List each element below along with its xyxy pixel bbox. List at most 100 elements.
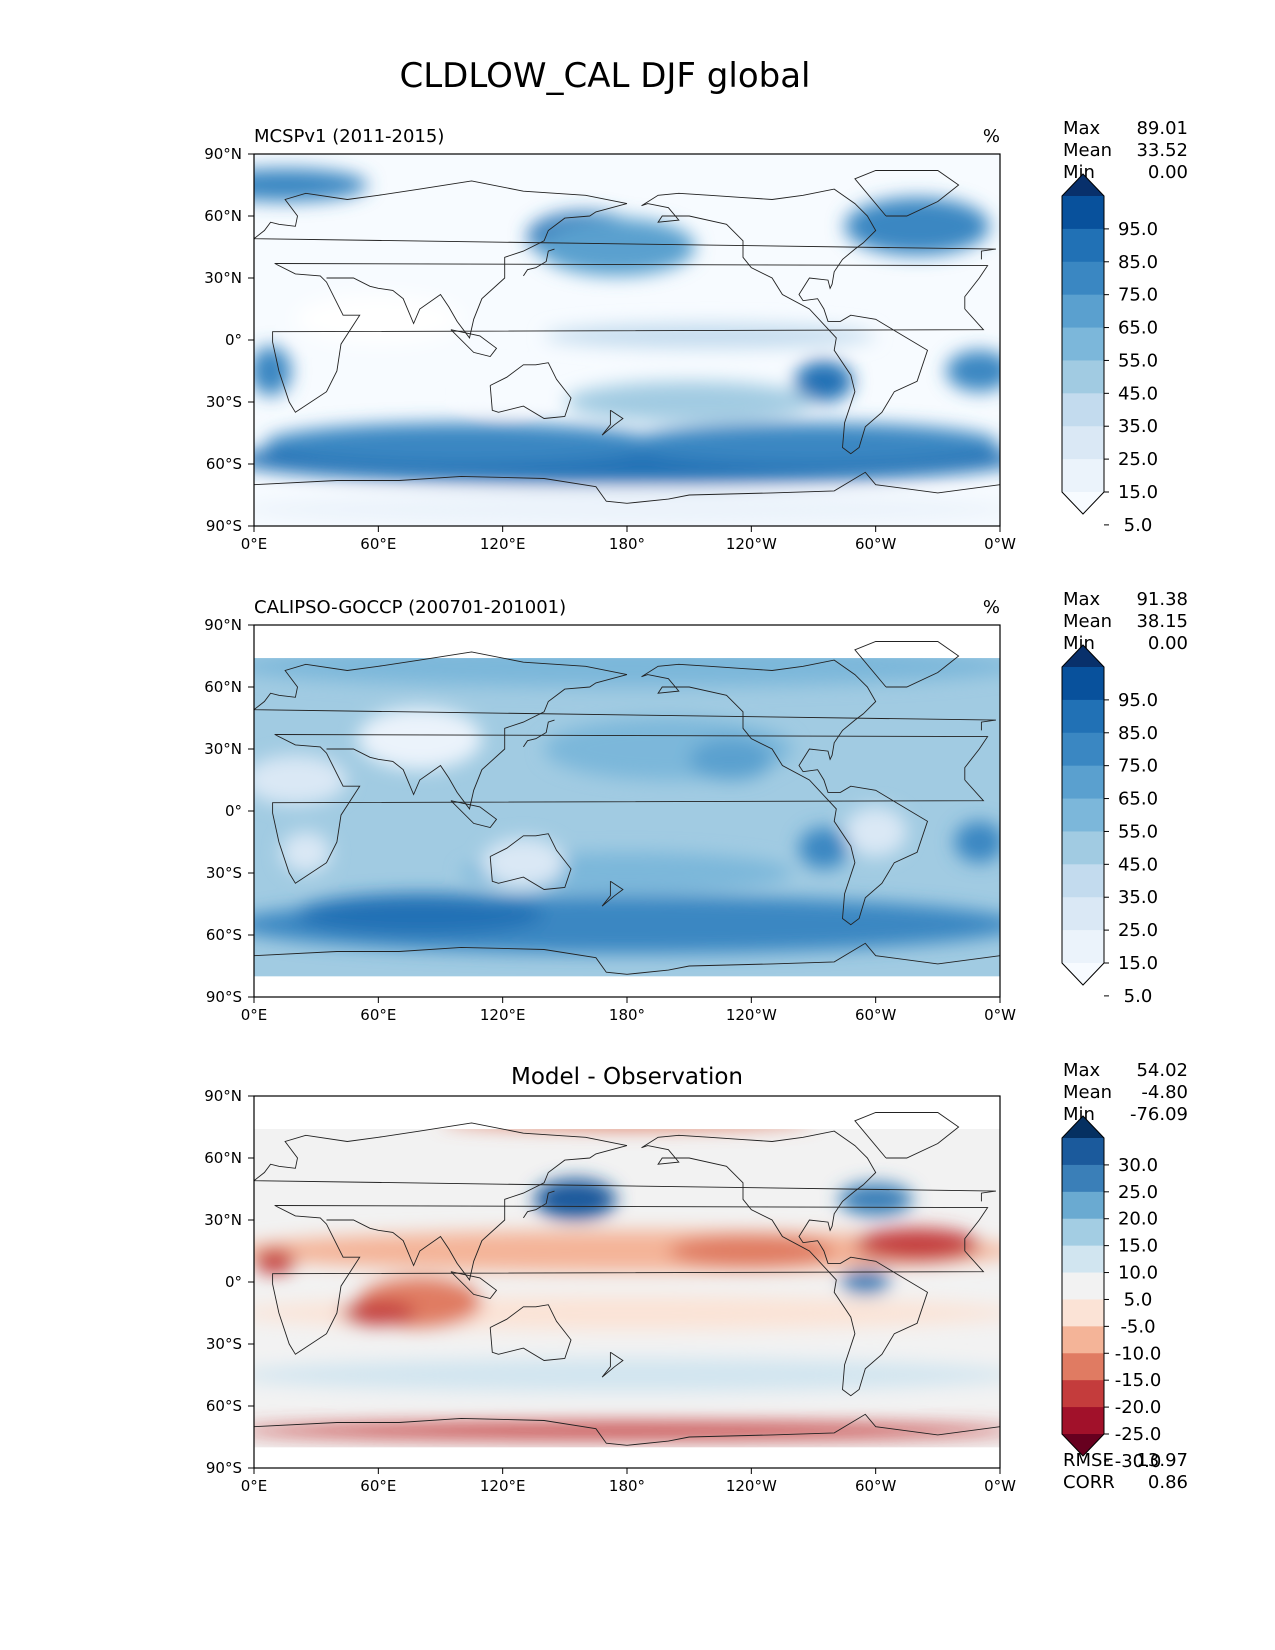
lon-tick-label: 0°W xyxy=(984,1006,1016,1024)
coastlines xyxy=(254,641,1000,975)
colorbar-segment xyxy=(1062,1218,1104,1247)
colorbar-segment xyxy=(1062,196,1104,230)
field-region xyxy=(254,1230,1000,1272)
lat-tick-label: 0° xyxy=(225,1273,242,1291)
field-region xyxy=(254,755,348,805)
coastline xyxy=(254,471,1000,504)
map-frame xyxy=(253,1095,1001,1469)
coastline xyxy=(254,180,996,260)
coastline xyxy=(450,329,498,358)
field-region xyxy=(854,1228,980,1262)
colorbar-tick-label: 5.0 xyxy=(1124,1289,1153,1310)
field-region xyxy=(254,168,368,202)
no-data-band xyxy=(254,1096,1000,1130)
lat-tick-label: 90°S xyxy=(206,1459,242,1477)
field-region xyxy=(254,1248,296,1274)
field-region xyxy=(357,1277,482,1328)
coastline xyxy=(326,1145,628,1281)
lon-tick-label: 0°E xyxy=(241,535,268,553)
field-region xyxy=(254,895,1000,954)
lon-tick-label: 60°W xyxy=(855,535,897,553)
field-region xyxy=(357,707,482,770)
field-region xyxy=(465,371,540,413)
field-region xyxy=(481,837,565,888)
map-background xyxy=(254,625,1000,997)
colorbar-outline xyxy=(1061,173,1105,515)
field-region xyxy=(668,1234,835,1268)
coastline xyxy=(523,248,555,277)
lon-tick-label: 60°E xyxy=(360,1006,396,1024)
field-region xyxy=(254,1296,1000,1330)
lat-tick-label: 30°N xyxy=(204,740,242,758)
field-region xyxy=(798,827,849,869)
coastline xyxy=(641,1130,929,1397)
no-data-band xyxy=(254,1447,1000,1468)
stat-label: Max xyxy=(1063,589,1101,610)
map-background xyxy=(254,1096,1000,1468)
bottom-stat-value: 13.97 xyxy=(1136,1450,1188,1471)
stat-value: 38.15 xyxy=(1136,611,1188,632)
field-region xyxy=(254,645,1000,687)
colorbar-tick-label: 65.0 xyxy=(1118,789,1158,810)
colorbar-tick-label: 25.0 xyxy=(1118,449,1158,470)
stat-label: Min xyxy=(1063,162,1095,183)
colorbar-tick-label: 20.0 xyxy=(1118,1209,1158,1230)
colorbar-segment xyxy=(1062,667,1104,701)
colorbar-tick-label: -25.0 xyxy=(1115,1424,1162,1445)
colorbar-tick-label: 65.0 xyxy=(1118,318,1158,339)
colorbar-tick-label: 25.0 xyxy=(1118,920,1158,941)
lat-tick-label: 60°S xyxy=(206,1397,242,1415)
colorbar-tick-label: 35.0 xyxy=(1118,416,1158,437)
map-field xyxy=(254,1096,1000,1468)
panel-label: MCSPv1 (2011-2015) xyxy=(254,126,444,147)
colorbar-segment xyxy=(1062,1191,1104,1220)
colorbar-tick-label: -15.0 xyxy=(1115,1370,1162,1391)
colorbar-tick-label: 15.0 xyxy=(1118,953,1158,974)
colorbar-tick-label: 75.0 xyxy=(1118,756,1158,777)
field-region xyxy=(533,1178,617,1221)
coastline xyxy=(489,362,572,419)
colorbar-segment xyxy=(1062,1164,1104,1193)
colorbar-tick-label: 30.0 xyxy=(1118,1155,1158,1176)
colorbar-segment xyxy=(1062,798,1104,832)
colorbar-tick-label: -30.0 xyxy=(1115,1451,1162,1472)
field-region xyxy=(295,294,462,345)
coastline xyxy=(254,1122,996,1202)
coastline xyxy=(641,188,929,455)
colorbar-segment xyxy=(1062,294,1104,329)
stat-value: 54.02 xyxy=(1136,1060,1188,1081)
colorbar-tick-label: 75.0 xyxy=(1118,285,1158,306)
field-region xyxy=(341,1300,416,1326)
colorbar-tick-label: 25.0 xyxy=(1118,1182,1158,1203)
lat-tick-label: 30°S xyxy=(206,393,242,411)
colorbar-outline xyxy=(1061,644,1105,986)
colorbar-tick-label: 45.0 xyxy=(1118,854,1158,875)
stat-label: Min xyxy=(1063,633,1095,654)
map-frame xyxy=(253,624,1001,998)
field-region xyxy=(537,218,696,276)
field-region xyxy=(840,1269,891,1295)
lon-tick-label: 120°E xyxy=(480,1477,526,1495)
coastlines xyxy=(254,170,1000,504)
lat-tick-label: 60°N xyxy=(204,207,242,225)
coastline xyxy=(326,203,628,339)
lon-tick-label: 180° xyxy=(609,535,645,553)
colorbar-segment xyxy=(1062,426,1104,460)
units-label: % xyxy=(983,597,1000,618)
lat-tick-label: 90°N xyxy=(204,145,242,163)
coastline xyxy=(254,942,1000,975)
field-region xyxy=(838,1182,913,1216)
lat-tick-label: 30°N xyxy=(204,269,242,287)
colorbar-extend-max xyxy=(1062,1116,1104,1138)
colorbar-tick-label: -10.0 xyxy=(1115,1343,1162,1364)
field-region xyxy=(954,821,1000,863)
colorbar-extend-max xyxy=(1062,645,1104,667)
coastline xyxy=(489,1304,572,1361)
coastline xyxy=(272,734,989,884)
colorbar-segment xyxy=(1062,732,1104,767)
lat-tick-label: 90°S xyxy=(206,517,242,535)
lon-tick-label: 120°W xyxy=(726,535,777,553)
colorbar-tick-label: 55.0 xyxy=(1118,821,1158,842)
